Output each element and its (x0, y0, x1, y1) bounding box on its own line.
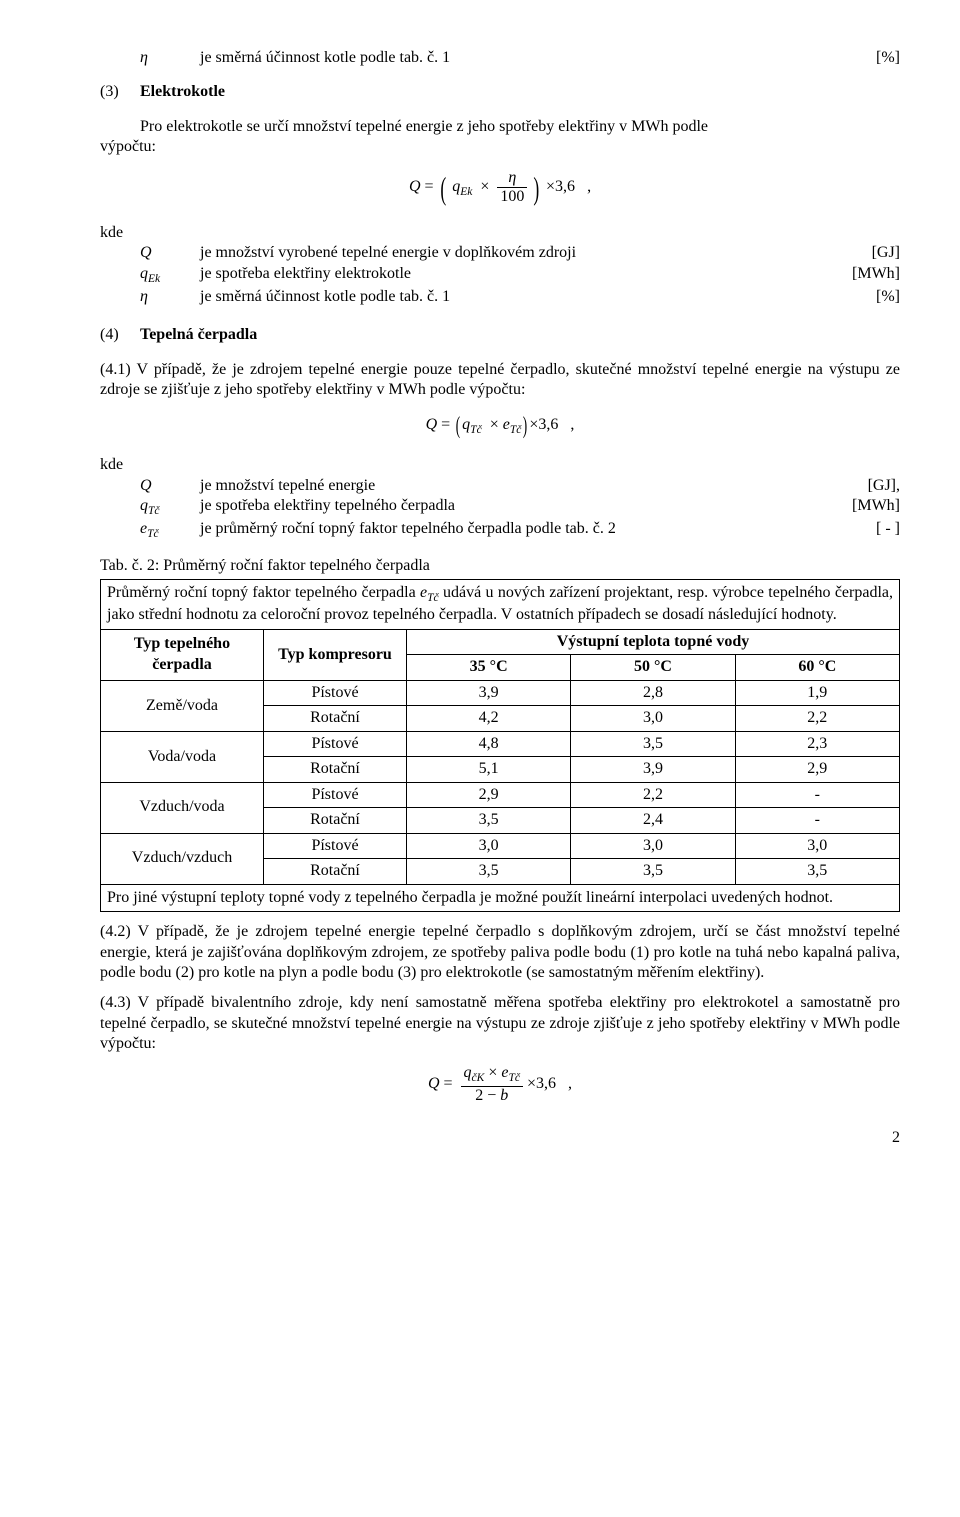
def-row: eTč je průměrný roční topný faktor tepel… (140, 519, 900, 542)
th-hp: Typ tepelného čerpadla (101, 629, 264, 680)
def-row: qTč je spotřeba elektřiny tepelného čerp… (140, 496, 900, 519)
table-row: Vzduch/voda Pístové 2,9 2,2 - (101, 782, 900, 807)
table-2: Průměrný roční topný faktor tepelného če… (100, 579, 900, 913)
sec4-kde: kde (100, 455, 900, 475)
def-row: η je směrná účinnost kotle podle tab. č.… (140, 287, 900, 307)
section-3: (3) Elektrokotle Pro elektrokotle se urč… (100, 82, 900, 307)
sec3-num: (3) (100, 82, 140, 102)
table-row: Vzduch/vzduch Pístové 3,0 3,0 3,0 (101, 833, 900, 858)
table-row: Země/voda Pístové 3,9 2,8 1,9 (101, 680, 900, 705)
sec4-num: (4) (100, 325, 140, 345)
def-row: Q je množství vyrobené tepelné energie v… (140, 243, 900, 263)
def-unit: [%] (830, 48, 900, 68)
sec3-intro: Pro elektrokotle se určí množství tepeln… (100, 117, 900, 158)
def-text: je směrná účinnost kotle podle tab. č. 1 (200, 48, 830, 68)
page-number: 2 (100, 1128, 900, 1148)
th-35: 35 °C (407, 655, 571, 680)
sec4-title: Tepelná čerpadla (140, 325, 257, 345)
th-komp: Typ kompresoru (264, 629, 407, 680)
sec4-p41: (4.1) V případě, že je zdrojem tepelné e… (100, 360, 900, 401)
sec4-p43: (4.3) V případě bivalentního zdroje, kdy… (100, 993, 900, 1054)
def-row: qEk je spotřeba elektřiny elektrokotle [… (140, 264, 900, 287)
sec4-formula: Q = (qTč × eTč)×3,6 , (100, 411, 900, 442)
sec3-kde: kde (100, 223, 900, 243)
sec4-p42: (4.2) V případě, že je zdrojem tepelné e… (100, 922, 900, 983)
sec3-intro-a: Pro elektrokotle se určí množství tepeln… (100, 117, 900, 137)
sec4-formula2: Q = qčK × eTč 2 − b ×3,6 , (100, 1065, 900, 1104)
section-4: (4) Tepelná čerpadla (4.1) V případě, že… (100, 325, 900, 1103)
th-temp: Výstupní teplota topné vody (407, 629, 900, 654)
sec3-formula: Q = ( qEk × η100 ) ×3,6 , (100, 168, 900, 209)
def-row: η je směrná účinnost kotle podle tab. č.… (140, 48, 900, 68)
tab2-foot: Pro jiné výstupní teploty topné vody z t… (101, 884, 900, 911)
sec3-title: Elektrokotle (140, 82, 225, 102)
th-50: 50 °C (571, 655, 735, 680)
tab2-caption: Tab. č. 2: Průměrný roční faktor tepelné… (100, 556, 900, 576)
def-symbol: η (140, 48, 200, 68)
table-row: Voda/voda Pístové 4,8 3,5 2,3 (101, 731, 900, 756)
tab2-intro: Průměrný roční topný faktor tepelného če… (101, 579, 900, 629)
def-row: Q je množství tepelné energie [GJ], (140, 476, 900, 496)
th-60: 60 °C (735, 655, 899, 680)
sec3-intro-b: výpočtu: (100, 137, 900, 157)
